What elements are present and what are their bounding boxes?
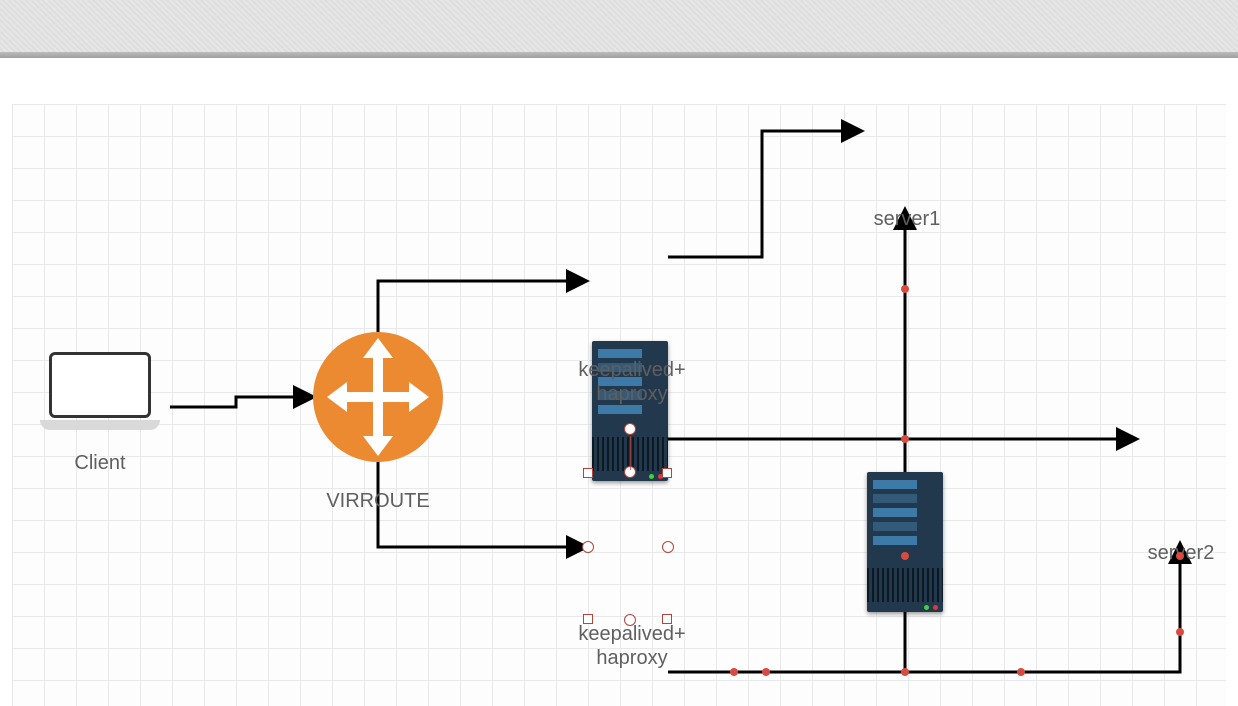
label-server1: server1 <box>862 208 952 231</box>
app-toolbar <box>0 0 1238 58</box>
selection-rotate-stem-icon <box>630 436 631 470</box>
label-client: Client <box>60 452 140 475</box>
node-server1[interactable] <box>867 472 943 612</box>
label-ka2: keepalived+ haproxy <box>572 622 692 670</box>
laptop-screen-icon <box>49 352 151 418</box>
node-client[interactable] <box>40 352 160 432</box>
router-arrows-icon <box>313 332 443 462</box>
label-ka1: keepalived+ haproxy <box>572 358 692 406</box>
node-virroute[interactable] <box>313 332 443 462</box>
label-virroute: VIRROUTE <box>318 490 438 513</box>
laptop-base-icon <box>40 420 160 430</box>
